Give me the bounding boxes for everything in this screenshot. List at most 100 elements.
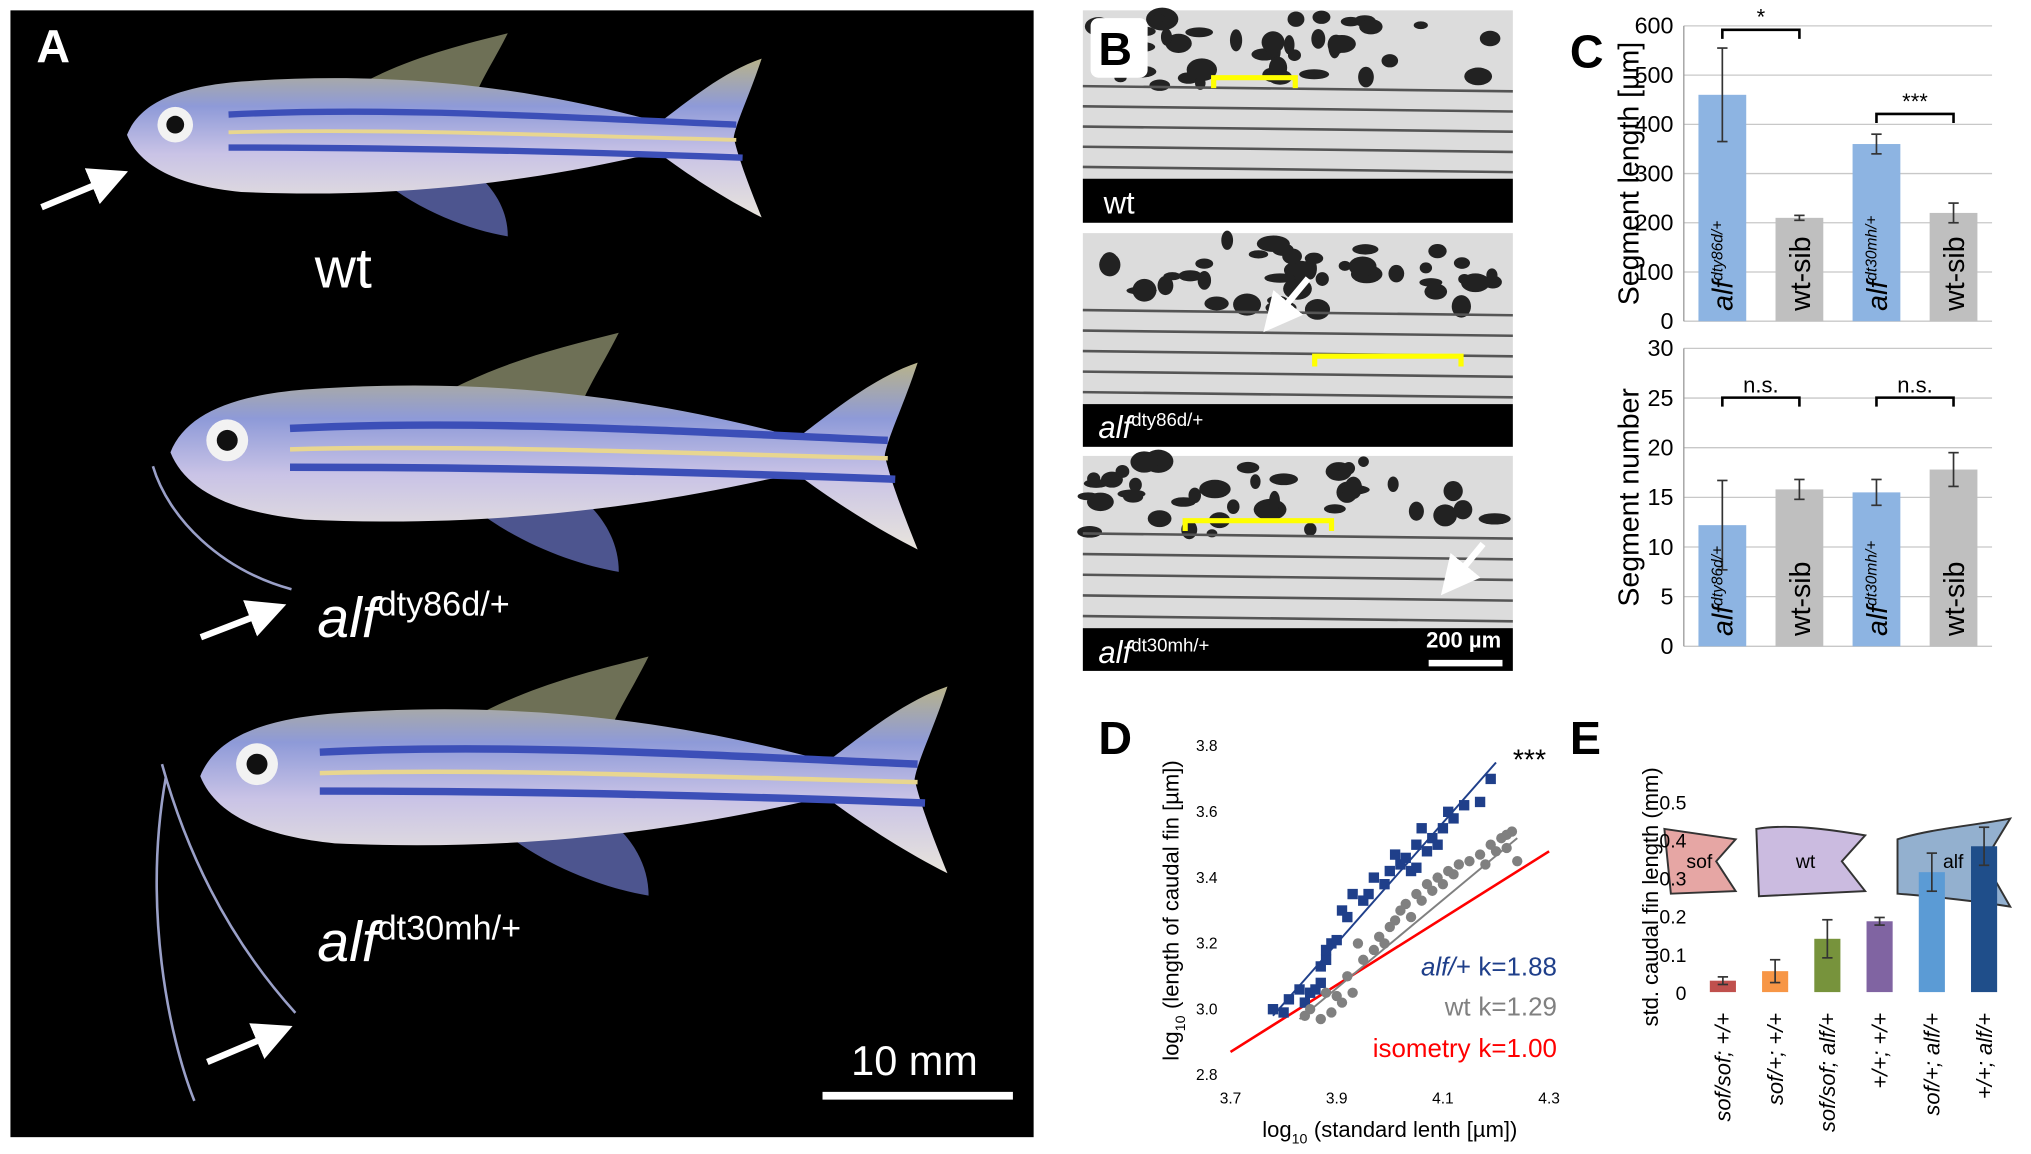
axis-label-part: log (1159, 1031, 1184, 1060)
y-tick-label: 0.1 (1659, 945, 1686, 967)
y-tick-label: 0.3 (1659, 869, 1686, 891)
panel-label: C (1570, 25, 1604, 77)
pigment (1443, 481, 1463, 502)
y-tick-label: 0 (1676, 983, 1687, 1005)
image-label-name: alf (1098, 635, 1134, 670)
point (1352, 938, 1364, 949)
category-name: wt-sib (1939, 236, 1971, 311)
pigment (1149, 79, 1171, 91)
pigment (1433, 504, 1457, 527)
legend-entry: wt k=1.29 (1444, 993, 1557, 1021)
point (1368, 872, 1380, 883)
pigment (1338, 260, 1352, 271)
point (1453, 859, 1465, 870)
image-label: alfdt30mh/+ (1098, 634, 1209, 670)
image-label-name: wt (1103, 186, 1135, 221)
pigment (1160, 28, 1172, 46)
pigment (1272, 243, 1294, 256)
pigment (1359, 19, 1383, 35)
pigment (1100, 252, 1119, 276)
arrows (40, 168, 293, 1066)
pigment (1178, 270, 1203, 282)
image-label-name: alf (1098, 410, 1134, 445)
pigment (1287, 11, 1305, 27)
pigment (1188, 487, 1202, 504)
axis-label-part: (standard lenth [µm]) (1314, 1117, 1517, 1142)
image-label: alfdty86d/+ (1098, 409, 1203, 445)
x-tick-label: wt-sib (1939, 562, 1971, 637)
significance-bracket (1875, 112, 1955, 124)
category-name: alf (1862, 278, 1894, 311)
micrograph (1082, 455, 1513, 629)
label-strip (1082, 178, 1513, 223)
y-tick-label: 3.4 (1196, 870, 1218, 887)
x-tick-label: 3.7 (1220, 1090, 1242, 1107)
point (1278, 1007, 1289, 1018)
pigment (1413, 21, 1428, 30)
category-name: alf (1708, 278, 1740, 311)
point (1304, 987, 1316, 998)
bar (1918, 872, 1945, 993)
point (1448, 813, 1459, 824)
significance-label: n.s. (1897, 372, 1932, 397)
pigment (1381, 54, 1399, 68)
pigment (1304, 299, 1331, 320)
point (1416, 823, 1427, 834)
y-tick-label: 3.6 (1196, 804, 1218, 821)
point (1400, 852, 1411, 864)
fish-label-name: alf (317, 910, 382, 974)
point (1347, 888, 1358, 900)
y-tick-label: 400 (1635, 111, 1674, 137)
pigment (1248, 250, 1269, 259)
bar (1852, 144, 1901, 322)
point (1411, 839, 1422, 850)
pigment (1221, 230, 1234, 250)
pigment (1268, 56, 1288, 79)
segment-bracket (1312, 353, 1464, 367)
y-tick-label: 2.8 (1196, 1067, 1218, 1084)
pigment (1340, 16, 1361, 27)
y-tick-label: 30 (1648, 335, 1674, 361)
point (1427, 885, 1438, 896)
pigment (1479, 30, 1501, 47)
x-tick-label: wt-sib (1785, 236, 1817, 311)
pigment (1254, 507, 1283, 517)
panel-label: A (36, 20, 70, 72)
point (1368, 944, 1380, 956)
pigment (1117, 489, 1146, 499)
y-tick-label: 0.2 (1659, 907, 1686, 929)
y-tick-label: 20 (1648, 434, 1674, 460)
pigment (1299, 69, 1330, 80)
point (1400, 898, 1411, 910)
y-tick-label: 600 (1635, 13, 1674, 39)
pigment (1269, 473, 1299, 486)
y-tick-label: 3.2 (1196, 936, 1218, 953)
point (1299, 997, 1311, 1008)
pigment (1264, 273, 1296, 283)
point (1267, 1004, 1279, 1015)
category-name: wt-sib (1785, 562, 1817, 637)
fish-label: alfdt30mh/+ (317, 909, 521, 974)
pigment (1348, 256, 1377, 277)
point (1437, 879, 1449, 890)
point (1336, 905, 1348, 916)
point (1411, 862, 1422, 873)
category-name: wt-sib (1785, 236, 1817, 311)
axis-label-part: log (1262, 1117, 1291, 1142)
segment-bracket (1211, 75, 1298, 89)
x-tick-label: 4.1 (1432, 1090, 1454, 1107)
y-tick-label: 0 (1660, 633, 1673, 659)
pigment (1199, 479, 1231, 499)
label-strip (1082, 404, 1513, 447)
axis-label: log10 (standard lenth [µm]) (1262, 1117, 1517, 1147)
pigment (1461, 273, 1490, 293)
significance-label: n.s. (1743, 372, 1778, 397)
ray (1082, 84, 1513, 93)
y-tick-label: 5 (1660, 583, 1673, 609)
y-tick-label: 25 (1648, 385, 1674, 411)
panel-label: E (1570, 712, 1601, 764)
fish-label-name: wt (314, 237, 372, 301)
shape-label: sof (1686, 851, 1712, 873)
point (1485, 773, 1496, 785)
